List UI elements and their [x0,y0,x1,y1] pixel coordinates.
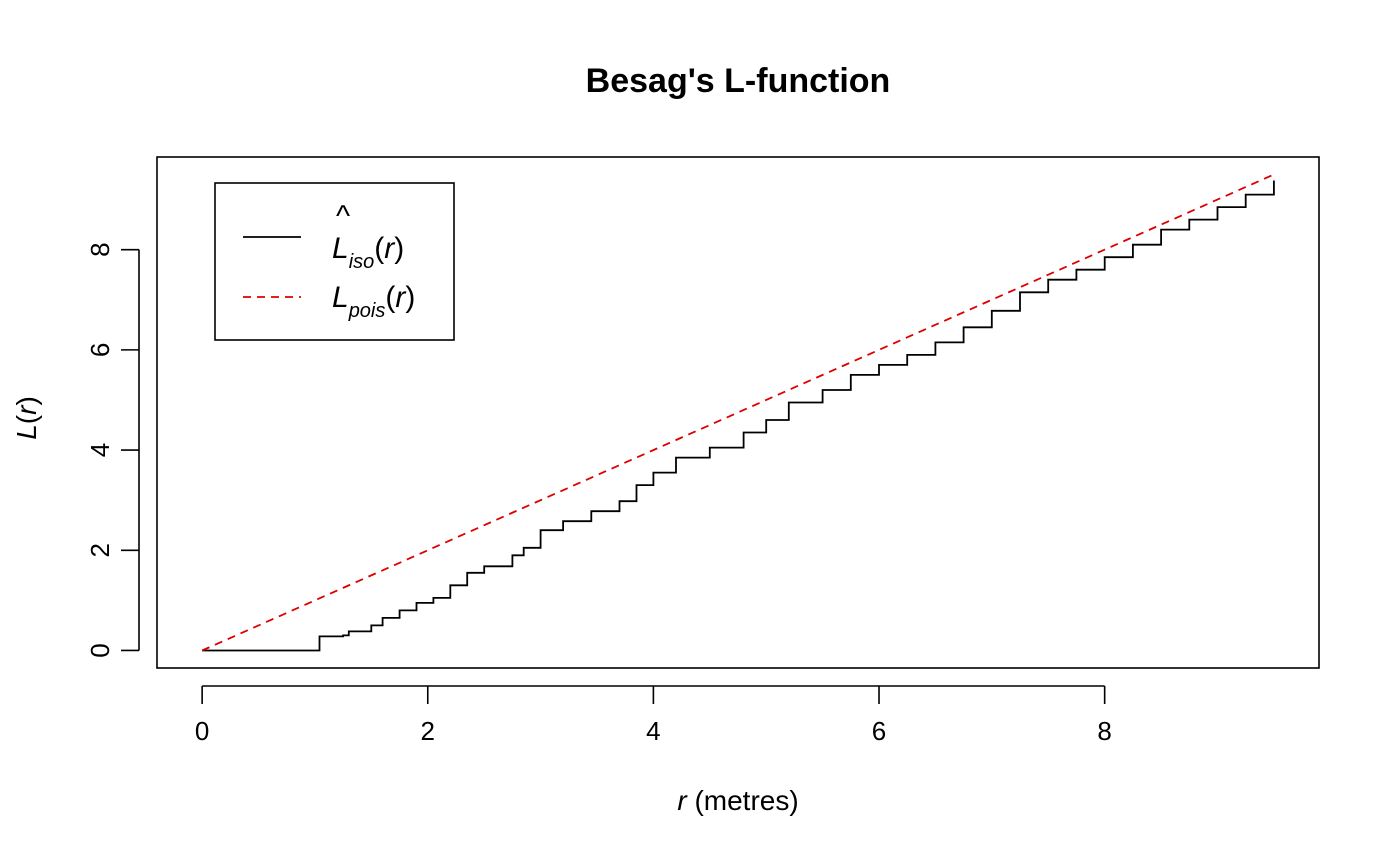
x-axis-label: r (metres) [677,785,798,816]
legend-iso-var: r [384,232,395,265]
x-tick-label-3: 6 [872,716,886,746]
legend-label-iso: Liso(r) [332,232,404,273]
x-tick-label-0: 0 [195,716,209,746]
legend-iso-open: ( [374,232,384,265]
y-axis-label-close: ) [11,396,42,405]
x-tick-label-1: 2 [421,716,435,746]
series-layer [201,173,1275,652]
y-axis-label-open: ( [11,414,42,424]
legend-pois-var: r [395,281,406,314]
x-tick-label-2: 4 [646,716,660,746]
legend-box [214,182,455,341]
legend-pois-open: ( [385,281,395,314]
y-tick-label-4: 8 [85,242,115,256]
legend-iso-hat: ^ [336,200,350,233]
legend-pois-base: L [332,281,349,314]
legend-pois-close: ) [405,281,415,314]
legend-iso-base: L [332,232,349,265]
y-tick-label-0: 0 [85,643,115,657]
legend: Liso(r) ^ Lpois(r) [214,182,455,341]
series-line-iso [202,180,1275,652]
legend-iso-close: ) [394,232,404,265]
plot-frame [156,156,1320,669]
x-axis-label-var: r [677,785,688,816]
y-tick-label-3: 6 [85,343,115,357]
y-axis-label: L(r) [11,396,42,440]
x-axis: 0 2 4 6 8 [195,685,1112,746]
y-axis: 0 2 4 6 8 [85,242,140,658]
x-tick-label-4: 8 [1097,716,1111,746]
x-axis-label-unit: (metres) [694,785,798,816]
y-axis-label-fn: L [11,424,42,440]
y-tick-label-2: 4 [85,443,115,457]
y-axis-label-var: r [11,404,42,415]
legend-pois-sub: pois [348,300,386,322]
legend-label-pois: Lpois(r) [332,281,415,322]
y-tick-label-1: 2 [85,543,115,557]
legend-iso-sub: iso [349,251,375,273]
chart-title: Besag's L-function [586,62,891,100]
